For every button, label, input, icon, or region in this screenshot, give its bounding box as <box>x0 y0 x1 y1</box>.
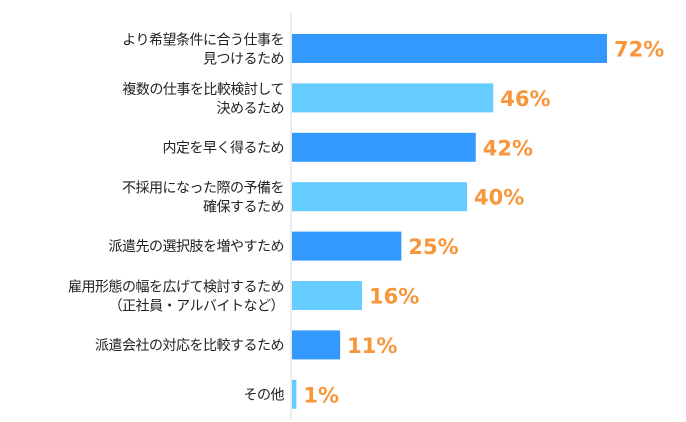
category-label: 雇用形態の幅を広げて検討するため （正社員・アルバイトなど） <box>68 279 284 315</box>
value-label: 25% <box>408 235 458 259</box>
value-label: 72% <box>614 38 664 62</box>
value-label: 46% <box>500 87 550 111</box>
category-label-line: 不採用になった際の予備を <box>122 181 284 197</box>
category-label: 複数の仕事を比較検討して決めるため <box>122 81 284 117</box>
value-label: 16% <box>369 285 419 309</box>
category-label-line: 決めるため <box>217 101 285 117</box>
bar <box>292 132 476 162</box>
category-label-line: 複数の仕事を比較検討して <box>122 81 284 98</box>
bar <box>292 330 341 360</box>
category-label-line: その他 <box>244 387 285 403</box>
value-label: 1% <box>303 383 339 407</box>
value-label: 11% <box>347 334 397 358</box>
bar <box>292 281 362 310</box>
category-label-line: 内定を早く得るため <box>163 139 285 156</box>
category-label: より希望条件に合う仕事を見つけるため <box>122 32 284 68</box>
category-label-line: （正社員・アルバイトなど） <box>109 299 284 315</box>
category-label: 派遣会社の対応を比較するため <box>95 338 284 354</box>
category-label: 派遣先の選択肢を増やすため <box>109 239 285 255</box>
category-label-line: より希望条件に合う仕事を <box>122 32 284 49</box>
bar <box>292 182 467 212</box>
bar <box>292 231 402 261</box>
category-label-line: 確保するため <box>203 200 284 216</box>
value-label: 40% <box>474 186 524 210</box>
category-label: その他 <box>244 387 285 403</box>
bar <box>292 83 494 113</box>
category-label-line: 雇用形態の幅を広げて検討するため <box>68 279 284 296</box>
category-label-line: 派遣会社の対応を比較するため <box>95 338 284 354</box>
category-label: 不採用になった際の予備を確保するため <box>122 181 284 216</box>
category-label-line: 見つけるため <box>203 52 284 68</box>
category-label-line: 派遣先の選択肢を増やすため <box>109 239 285 255</box>
bar <box>292 34 607 63</box>
category-label: 内定を早く得るため <box>163 139 285 156</box>
bar <box>292 379 297 409</box>
value-label: 42% <box>483 136 533 160</box>
